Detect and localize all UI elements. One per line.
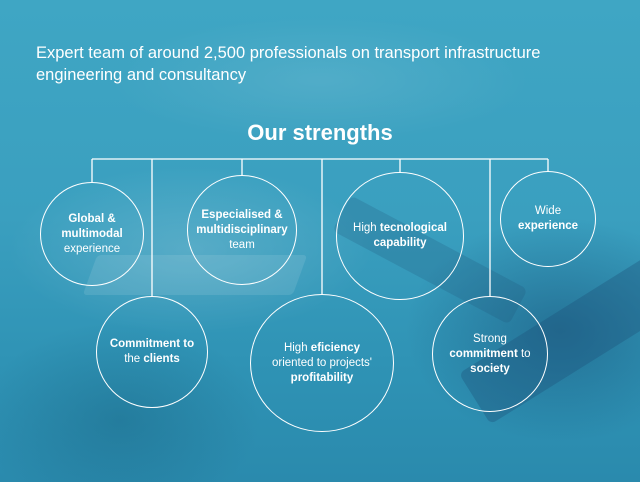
strength-circle: Wide experience bbox=[500, 171, 596, 267]
strength-word: the bbox=[124, 353, 144, 365]
strength-word: High bbox=[283, 341, 311, 354]
strength-word: to bbox=[517, 347, 531, 360]
strength-word: Wide bbox=[534, 205, 562, 217]
strength-keyword: experience bbox=[517, 220, 579, 232]
strength-keyword: society bbox=[470, 362, 510, 375]
strength-text: High tecnological capability bbox=[347, 221, 453, 251]
strength-text: Wide experience bbox=[512, 204, 584, 234]
strength-text: Commitment to the clients bbox=[104, 337, 200, 367]
strength-circle: Strong commitment to society bbox=[432, 296, 548, 412]
strength-keyword: commitment bbox=[449, 347, 518, 360]
strength-word: High bbox=[353, 222, 380, 234]
strength-keyword: Especialised & bbox=[201, 208, 283, 221]
strength-circle: Commitment to the clients bbox=[96, 296, 208, 408]
strength-keyword: eficiency bbox=[310, 341, 361, 354]
strength-circle: Especialised & multidisciplinary team bbox=[187, 175, 297, 285]
strength-circle: High eficiency oriented to projects' profi… bbox=[250, 294, 394, 432]
strength-word: team bbox=[229, 238, 255, 251]
strength-keyword: capability bbox=[373, 237, 427, 249]
strength-keyword: Commitment to bbox=[109, 338, 195, 350]
strength-keyword: Global & bbox=[68, 212, 116, 225]
strength-word: experience bbox=[63, 242, 121, 255]
headline: Expert team of around 2,500 professional… bbox=[36, 44, 541, 84]
strength-keyword: tecnological bbox=[379, 222, 447, 234]
strength-text: Strong commitment to society bbox=[443, 332, 536, 377]
strength-text: Global & multimodal experience bbox=[55, 212, 128, 257]
strength-word: oriented to projects' bbox=[271, 356, 372, 369]
strength-keyword: multimodal bbox=[61, 227, 123, 240]
page-title: Our strengths bbox=[247, 120, 393, 145]
strength-circle: High tecnological capability bbox=[336, 172, 464, 300]
strength-text: Especialised & multidisciplinary team bbox=[190, 208, 293, 253]
strength-keyword: profitability bbox=[290, 371, 354, 384]
strength-keyword: multidisciplinary bbox=[196, 223, 288, 236]
strength-word: Strong bbox=[473, 332, 507, 345]
strength-text: High eficiency oriented to projects' profi… bbox=[266, 341, 378, 386]
strength-keyword: clients bbox=[143, 353, 180, 365]
strength-circle: Global & multimodal experience bbox=[40, 182, 144, 286]
